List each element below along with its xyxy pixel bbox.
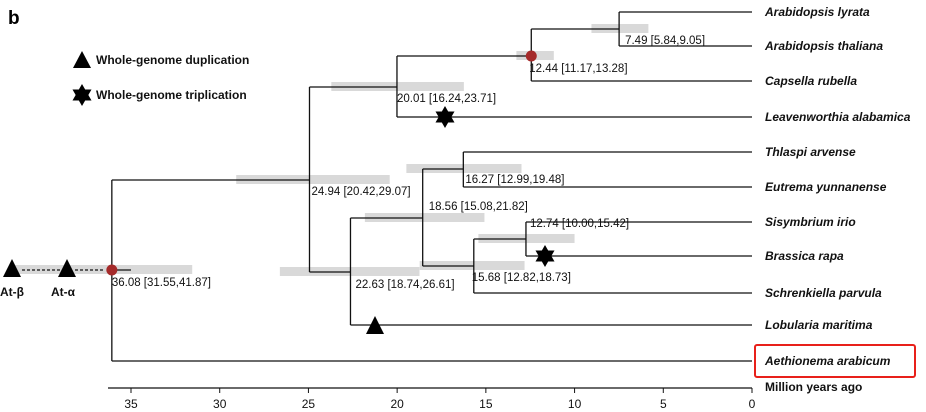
x-axis-tick-label: 30: [213, 397, 227, 411]
legend-wgd-label: Whole-genome duplication: [96, 53, 249, 67]
node-age-label: 16.27 [12.99,19.48]: [465, 174, 564, 186]
wgd-triangle-icon: [366, 316, 384, 334]
node-age-label: 15.68 [12.82,18.73]: [472, 272, 571, 284]
ci-bar-n749: [591, 24, 649, 33]
wgd-triangle-icon: [3, 259, 21, 277]
x-axis-tick-label: 15: [479, 397, 493, 411]
x-axis-tick-label: 20: [390, 397, 404, 411]
node-age-label: 36.08 [31.55,41.87]: [112, 277, 211, 289]
species-label: Leavenworthia alabamica: [765, 110, 911, 124]
calibration-node-dot: [525, 50, 537, 62]
calibration-node-dot: [106, 264, 118, 276]
species-label: Schrenkiella parvula: [765, 286, 882, 300]
wgd-event-label: At-α: [51, 285, 76, 299]
x-axis-tick-label: 35: [124, 397, 138, 411]
star-part: [435, 111, 455, 128]
wgd-event-label: At-β: [0, 285, 24, 299]
legend: Whole-genome duplication Whole-genome tr…: [72, 51, 249, 106]
star-part: [535, 250, 555, 267]
x-axis-tick-label: 25: [302, 397, 316, 411]
legend-wgt-label: Whole-genome triplication: [96, 88, 247, 102]
ci-bar-n1856: [364, 213, 485, 222]
wgt-star-icon: [435, 106, 455, 128]
species-label: Brassica rapa: [765, 249, 844, 263]
wgt-legend-star-icon: [72, 84, 92, 106]
species-label: Lobularia maritima: [765, 318, 873, 332]
wgt-star-icon: [535, 245, 555, 267]
species-label: Aethionema arabicum: [764, 354, 891, 368]
node-age-label: 12.44 [11.17,13.28]: [529, 63, 627, 75]
species-label: Sisymbrium irio: [765, 215, 856, 229]
x-axis-tick-label: 0: [749, 397, 756, 411]
x-axis-tick-label: 10: [568, 397, 582, 411]
species-label: Eutrema yunnanense: [765, 180, 887, 194]
node-age-label: 24.94 [20.42,29.07]: [311, 186, 410, 198]
wgd-legend-triangle-icon: [73, 51, 91, 68]
node-age-label: 12.74 [10.00,15.42]: [530, 218, 629, 230]
node-age-label: 18.56 [15.08,21.82]: [429, 201, 528, 213]
species-label: Arabidopsis lyrata: [764, 5, 870, 19]
species-label: Capsella rubella: [765, 74, 857, 88]
species-label: Arabidopsis thaliana: [764, 39, 883, 53]
x-axis-tick-label: 5: [660, 397, 667, 411]
node-age-label: 7.49 [5.84,9.05]: [625, 35, 705, 47]
highlight-box: [754, 344, 916, 378]
species-label: Thlaspi arvense: [765, 145, 856, 159]
ci-bar-n2494: [236, 175, 390, 184]
x-axis-title: Million years ago: [765, 380, 862, 394]
node-age-label: 20.01 [16.24,23.71]: [397, 93, 496, 105]
node-age-label: 22.63 [18.74,26.61]: [355, 279, 454, 291]
wgd-triangle-icon: [58, 259, 76, 277]
panel-label: b: [8, 8, 20, 29]
